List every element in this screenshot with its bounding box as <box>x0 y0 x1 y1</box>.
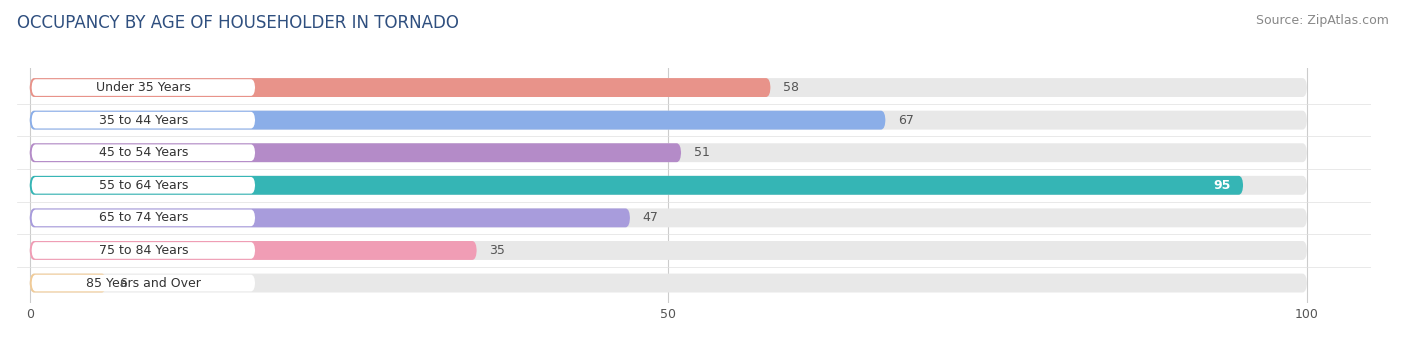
FancyBboxPatch shape <box>30 208 630 227</box>
Text: 51: 51 <box>693 146 710 159</box>
FancyBboxPatch shape <box>30 143 681 162</box>
Text: 58: 58 <box>783 81 799 94</box>
FancyBboxPatch shape <box>31 275 254 291</box>
Text: 75 to 84 Years: 75 to 84 Years <box>98 244 188 257</box>
FancyBboxPatch shape <box>31 79 254 96</box>
Text: OCCUPANCY BY AGE OF HOUSEHOLDER IN TORNADO: OCCUPANCY BY AGE OF HOUSEHOLDER IN TORNA… <box>17 14 458 32</box>
FancyBboxPatch shape <box>30 78 770 97</box>
Text: 6: 6 <box>120 276 127 290</box>
Text: 45 to 54 Years: 45 to 54 Years <box>98 146 188 159</box>
Text: Under 35 Years: Under 35 Years <box>96 81 191 94</box>
FancyBboxPatch shape <box>31 177 254 193</box>
FancyBboxPatch shape <box>31 144 254 161</box>
FancyBboxPatch shape <box>30 274 107 292</box>
FancyBboxPatch shape <box>30 241 1308 260</box>
Text: 35: 35 <box>489 244 505 257</box>
FancyBboxPatch shape <box>31 242 254 259</box>
FancyBboxPatch shape <box>30 208 1308 227</box>
Text: 55 to 64 Years: 55 to 64 Years <box>98 179 188 192</box>
Text: Source: ZipAtlas.com: Source: ZipAtlas.com <box>1256 14 1389 27</box>
Text: 85 Years and Over: 85 Years and Over <box>86 276 201 290</box>
Text: 47: 47 <box>643 211 658 224</box>
FancyBboxPatch shape <box>30 241 477 260</box>
FancyBboxPatch shape <box>30 274 1308 292</box>
FancyBboxPatch shape <box>30 176 1243 195</box>
FancyBboxPatch shape <box>30 78 1308 97</box>
Text: 67: 67 <box>898 114 914 126</box>
FancyBboxPatch shape <box>30 143 1308 162</box>
Text: 95: 95 <box>1213 179 1230 192</box>
Text: 65 to 74 Years: 65 to 74 Years <box>98 211 188 224</box>
Text: 35 to 44 Years: 35 to 44 Years <box>98 114 188 126</box>
FancyBboxPatch shape <box>31 112 254 129</box>
FancyBboxPatch shape <box>30 111 1308 130</box>
FancyBboxPatch shape <box>31 209 254 226</box>
FancyBboxPatch shape <box>30 176 1308 195</box>
FancyBboxPatch shape <box>30 111 886 130</box>
